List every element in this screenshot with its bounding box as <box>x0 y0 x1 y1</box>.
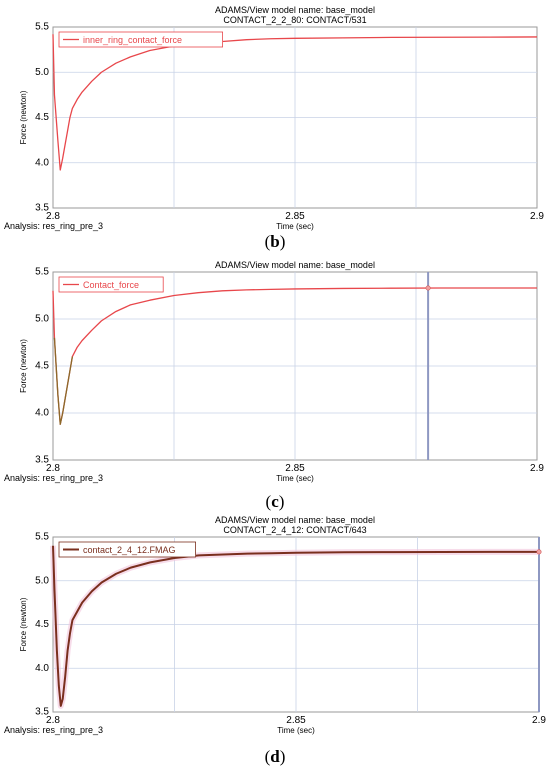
analysis-label: Analysis: res_ring_pre_3 <box>4 725 103 735</box>
x-tick-label: 2.85 <box>285 211 305 222</box>
chart-title: ADAMS/View model name: base_model <box>215 260 375 270</box>
series-line <box>52 545 539 707</box>
panel-letter-b: (b) <box>264 232 286 251</box>
y-tick-label: 3.5 <box>35 203 49 214</box>
cursor-point <box>425 285 431 291</box>
y-tick-label: 4.0 <box>35 157 49 168</box>
y-axis-label: Force (newton) <box>19 339 28 393</box>
x-tick-label: 2.8 <box>46 211 60 222</box>
y-tick-label: 5.0 <box>35 67 49 78</box>
x-tick-label: 2.9 <box>530 463 544 474</box>
x-tick-label: 2.9 <box>530 211 544 222</box>
chart-panel-b: ADAMS/View model name: base_model CONTACT… <box>0 0 550 258</box>
y-tick-label: 5.5 <box>35 532 49 543</box>
legend-box <box>58 31 224 48</box>
y-axis-label: Force (newton) <box>19 597 28 651</box>
y-tick-label: 4.5 <box>35 361 49 372</box>
legend-label: Contact_force <box>83 280 139 290</box>
gridlines <box>53 272 537 460</box>
panel-letter-c-text: c <box>271 492 279 511</box>
x-tick-label: 2.85 <box>286 715 306 726</box>
legend-box <box>58 276 164 293</box>
y-axis-label: Force (newton) <box>19 90 28 144</box>
chart-c: ADAMS/View model name: base_model 3.5 4.0 4… <box>4 260 544 483</box>
series-dip <box>53 337 74 425</box>
legend-label: inner_ring_contact_force <box>83 35 182 45</box>
panel-letter-b-text: b <box>270 232 280 251</box>
y-tick-label: 3.5 <box>35 455 49 466</box>
x-axis-label: Time (sec) <box>276 474 314 483</box>
gridlines <box>53 537 539 712</box>
y-tick-label: 5.0 <box>35 575 49 586</box>
chart-title: ADAMS/View model name: base_model <box>215 5 375 15</box>
y-tick-label: 4.0 <box>35 663 49 674</box>
y-tick-label: 3.5 <box>35 707 49 718</box>
chart-subtitle: CONTACT_2_4_12: CONTACT/643 <box>223 525 366 535</box>
y-tick-label: 4.5 <box>35 112 49 123</box>
series-line <box>52 34 538 171</box>
y-tick-label: 4.0 <box>35 408 49 419</box>
x-tick-label: 2.8 <box>46 715 60 726</box>
x-tick-label: 2.9 <box>532 715 546 726</box>
x-axis-label: Time (sec) <box>277 726 315 735</box>
legend-label: contact_2_4_12.FMAG <box>83 545 176 555</box>
cursor-point <box>536 549 542 555</box>
chart-panel-d: ADAMS/View model name: base_model CONTACT… <box>0 513 550 775</box>
x-tick-label: 2.8 <box>46 463 60 474</box>
y-tick-label: 4.5 <box>35 619 49 630</box>
y-tick-label: 5.5 <box>35 22 49 33</box>
y-tick-label: 5.5 <box>35 267 49 278</box>
analysis-label: Analysis: res_ring_pre_3 <box>4 221 103 231</box>
y-tick-label: 5.0 <box>35 314 49 325</box>
panel-letter-c: (c) <box>265 492 285 511</box>
chart-panel-c: ADAMS/View model name: base_model 3.5 4.0 4… <box>0 260 550 520</box>
panel-letter-d-text: d <box>270 747 280 766</box>
x-axis-label: Time (sec) <box>276 222 314 231</box>
analysis-label: Analysis: res_ring_pre_3 <box>4 473 103 483</box>
chart-title: ADAMS/View model name: base_model <box>215 515 375 525</box>
x-tick-label: 2.85 <box>285 463 305 474</box>
chart-subtitle: CONTACT_2_2_80: CONTACT/531 <box>223 15 366 25</box>
legend-box <box>58 541 197 558</box>
panel-letter-d: (d) <box>264 747 286 766</box>
chart-b: ADAMS/View model name: base_modelCONTACT… <box>4 5 544 231</box>
gridlines <box>53 27 537 208</box>
chart-d: ADAMS/View model name: base_modelCONTACT… <box>4 515 546 735</box>
